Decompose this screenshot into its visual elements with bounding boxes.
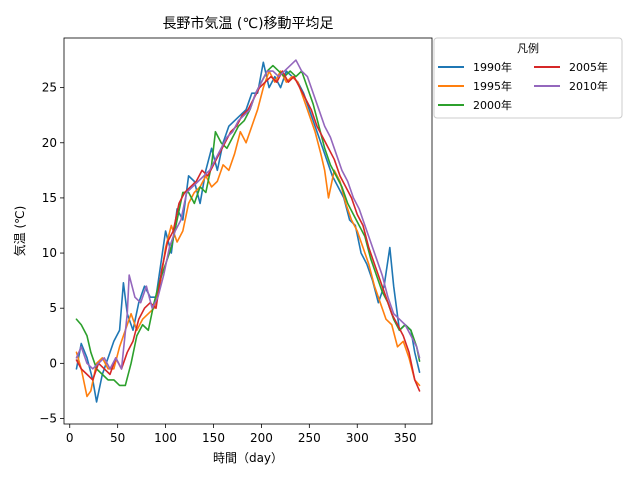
x-axis-title: 時間（day） [213,451,283,465]
legend-label: 2000年 [473,98,512,112]
x-tick-label: 300 [346,431,369,445]
series-line-3 [75,64,421,387]
plot-area [63,37,433,425]
x-tick-label: 0 [66,431,74,445]
x-tick-label: 350 [394,431,417,445]
y-tick-label: −5 [39,411,57,425]
legend-label: 2010年 [569,79,608,93]
x-tick-label: 50 [110,431,125,445]
x-tick-label: 150 [202,431,225,445]
y-tick-label: 10 [42,246,57,260]
y-tick-label: 15 [42,191,57,205]
chart-title: 長野市気温 (℃)移動平均足 [162,15,333,32]
legend: 凡例 1990年 1995年 2000年 2005年 2010年 [433,37,623,119]
legend-label: 1995年 [473,79,512,93]
x-tick-label: 100 [154,431,177,445]
y-tick-label: 25 [42,81,57,95]
y-axis-title: 気温 (℃) [12,206,27,257]
series-line-2 [75,70,421,398]
y-tick-label: 5 [49,301,57,315]
series-line-5 [75,59,421,370]
series-layer [75,59,421,403]
legend-title: 凡例 [517,41,539,55]
x-axis: 0 50 100 150 200 250 300 350 [66,424,417,445]
x-tick-label: 250 [298,431,321,445]
y-tick-label: 20 [42,136,57,150]
plot-frame [63,37,433,425]
y-tick-label: 0 [49,356,57,370]
legend-label: 2005年 [569,60,608,74]
legend-box [433,37,623,119]
x-tick-label: 200 [250,431,273,445]
legend-entries: 1990年 1995年 2000年 2005年 2010年 [438,60,608,112]
y-axis: −5 0 5 10 15 20 25 [39,81,64,425]
legend-label: 1990年 [473,60,512,74]
series-line-4 [75,70,421,392]
